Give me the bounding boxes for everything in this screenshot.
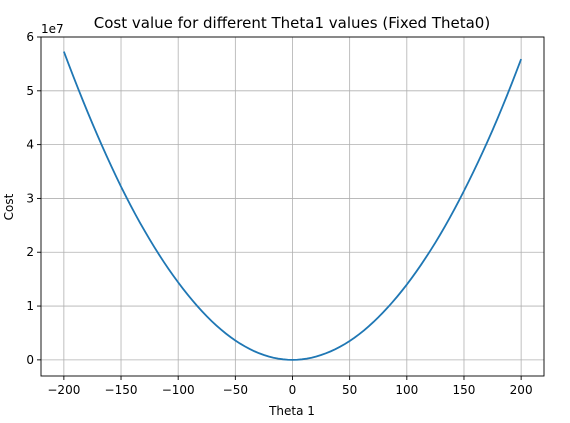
y-tick-label: 6 — [26, 30, 34, 44]
plot-area — [63, 51, 522, 361]
x-tick-label: 50 — [342, 383, 357, 397]
series-line-0 — [63, 51, 522, 361]
x-tick-label: −200 — [47, 383, 80, 397]
y-axis-label: Cost — [2, 193, 16, 220]
x-tick-label: −100 — [162, 383, 195, 397]
chart-title: Cost value for different Theta1 values (… — [94, 14, 490, 32]
y-tick-label: 2 — [26, 245, 34, 259]
y-tick-label: 1 — [26, 299, 34, 313]
x-axis-label: Theta 1 — [268, 404, 315, 418]
y-tick-label: 5 — [26, 84, 34, 98]
x-tick-label: 200 — [510, 383, 533, 397]
y-offset-label: 1e7 — [41, 22, 64, 36]
x-tick-label: 0 — [289, 383, 297, 397]
y-tick-label: 4 — [26, 138, 34, 152]
x-tick-label: 100 — [395, 383, 418, 397]
x-tick-label: 150 — [453, 383, 476, 397]
y-tick-label: 3 — [26, 191, 34, 205]
grid — [41, 36, 544, 376]
x-tick-label: −150 — [105, 383, 138, 397]
axes: −200 −150 −100 −50 0 50 100 150 200 0 1 2 3 4 5 6 — [26, 30, 545, 397]
x-tick-label: −50 — [223, 383, 248, 397]
y-tick-label: 0 — [26, 353, 34, 367]
